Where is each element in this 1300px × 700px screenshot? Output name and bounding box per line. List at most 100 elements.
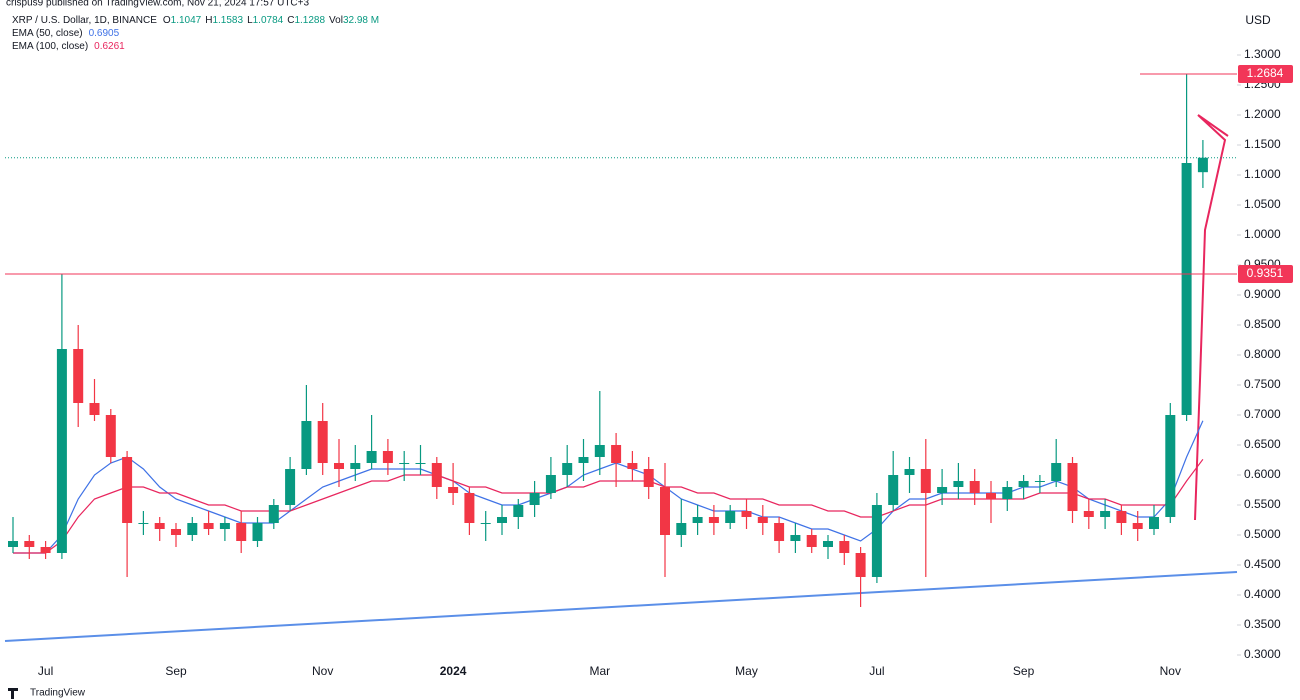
legend-title: XRP / U.S. Dollar, 1D, BINANCE [12, 15, 157, 26]
candle-body [529, 493, 540, 505]
candle-body [1197, 157, 1208, 173]
x-tick-label: Sep [1013, 664, 1035, 678]
level-tag [1238, 64, 1293, 83]
candle-body [611, 445, 622, 463]
candle-body [1034, 481, 1045, 482]
candle-body [823, 541, 833, 547]
candle-body [1100, 511, 1111, 517]
candle-body [806, 535, 817, 547]
candle-body [545, 475, 556, 493]
candle-body [1165, 415, 1176, 517]
candle-body [594, 445, 605, 457]
candle-body [871, 505, 882, 577]
ohlc-value: 1.1288 [294, 15, 325, 26]
candle-body [334, 463, 344, 469]
y-tick-label: 1.3000 [1244, 47, 1281, 61]
candle-body [73, 349, 84, 403]
x-tick-label: Nov [312, 664, 333, 678]
candle-body [1002, 487, 1013, 499]
candle-body [1132, 523, 1143, 529]
x-tick-label: Jul [38, 664, 53, 678]
candle-body [1067, 463, 1078, 511]
candle-body [317, 421, 328, 463]
x-tick-label: Nov [1160, 664, 1181, 678]
candle-body [464, 493, 475, 523]
candle-body [676, 523, 687, 535]
publisher: crispus9 published on TradingView.com, N… [6, 0, 309, 9]
candle-body [627, 463, 638, 469]
legend-value: 0.6261 [94, 41, 125, 52]
candle-body [969, 481, 980, 493]
y-tick-label: 1.0500 [1244, 197, 1281, 211]
candle-body [1149, 517, 1159, 529]
candle-body [382, 451, 393, 463]
ohlc-label: H [205, 15, 212, 26]
candle-body [1018, 481, 1029, 487]
candle-body [268, 505, 279, 523]
legend-entry: EMA (100, close) 0.6261 [12, 41, 125, 52]
y-tick-label: 1.1000 [1244, 167, 1281, 181]
candle-body [480, 523, 491, 524]
candle-body [741, 511, 752, 517]
drawings [4, 114, 1238, 642]
y-tick-label: 0.9000 [1244, 287, 1281, 301]
candle-body [562, 463, 573, 475]
candle-body [1181, 163, 1192, 415]
candle-body [89, 403, 100, 415]
candle-body [219, 523, 230, 529]
candle-body [171, 529, 181, 535]
candle-body [399, 463, 410, 464]
legend-value: 0.6905 [89, 28, 120, 39]
level-label: 0.9351 [1247, 266, 1284, 280]
candle-body [937, 487, 948, 493]
y-tick-label: 0.6500 [1244, 437, 1281, 451]
candle-body [138, 523, 149, 524]
candle-body [708, 517, 719, 523]
volume-label: Vol [329, 15, 343, 26]
candle-body [986, 493, 996, 499]
pennant [1194, 114, 1229, 521]
x-tick-label: 2024 [440, 664, 467, 678]
candle-body [366, 451, 377, 463]
currency: USD [1245, 13, 1271, 27]
candle-body [415, 463, 426, 464]
candle-body [236, 523, 247, 541]
legend-name: EMA (100, close) [12, 41, 88, 52]
y-tick-label: 0.7500 [1244, 377, 1281, 391]
chart-header: XRP / U.S. Dollar, 1D, BINANCE O1.1047 H1.… [12, 15, 379, 26]
volume-value: 32.98 M [343, 15, 379, 26]
legend-entry: EMA (50, close) 0.6905 [12, 28, 120, 39]
candle-body [757, 517, 768, 523]
ohlc-label: O [163, 15, 171, 26]
candle-body [660, 487, 670, 535]
candle-body [920, 469, 931, 493]
candle-body [301, 421, 312, 469]
y-tick-label: 0.6000 [1244, 467, 1281, 481]
candle-body [1116, 511, 1127, 523]
trendline [4, 571, 1238, 642]
candle-body [448, 487, 459, 493]
x-tick-label: May [735, 664, 758, 678]
y-tick-label: 1.2000 [1244, 107, 1281, 121]
y-tick-label: 1.0000 [1244, 227, 1281, 241]
candle-body [105, 415, 116, 457]
candle-body [203, 523, 214, 529]
candle-body [497, 517, 507, 523]
candle-body [285, 469, 296, 505]
candle-body [431, 463, 442, 487]
candle-body [725, 511, 736, 523]
x-tick-label: Sep [165, 664, 187, 678]
candle-body [839, 541, 850, 553]
candle-body [643, 469, 654, 487]
candle-body [888, 475, 899, 505]
candle-body [904, 469, 915, 475]
y-tick-label: 0.4000 [1244, 587, 1281, 601]
x-tick-label: Jul [869, 664, 884, 678]
ohlc-value: 1.1583 [212, 15, 243, 26]
legend-name: EMA (50, close) [12, 28, 83, 39]
ohlc-value: 1.0784 [253, 15, 284, 26]
y-tick-label: 0.4500 [1244, 557, 1281, 571]
y-tick-label: 0.3000 [1244, 647, 1281, 661]
